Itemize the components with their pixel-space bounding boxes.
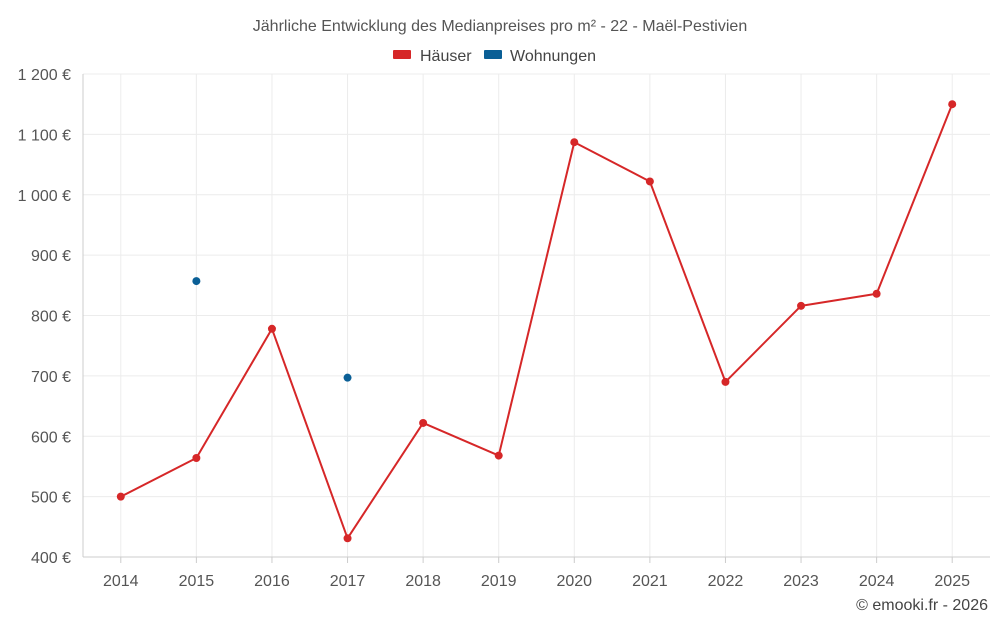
y-tick-label: 900 € (31, 248, 71, 265)
series-line-haeuser (120, 103, 954, 540)
legend-label-wohnungen: Wohnungen (510, 48, 596, 65)
x-tick-label: 2018 (405, 573, 441, 590)
legend-swatch-wohnungen (484, 50, 502, 59)
x-axis: 2014 2015 2016 2017 2018 2019 2020 2021 2022 2023… (83, 556, 990, 590)
chart-title: Jährliche Entwicklung des Medianpreises … (253, 18, 747, 35)
data-point-haeuser[interactable] (948, 100, 957, 109)
data-point-haeuser[interactable] (645, 177, 654, 186)
data-point-haeuser[interactable] (116, 492, 125, 501)
data-point-haeuser[interactable] (872, 289, 881, 298)
x-tick-label: 2020 (556, 573, 592, 590)
x-tick-label: 2019 (481, 573, 517, 590)
series-lines (120, 103, 954, 540)
data-point-haeuser[interactable] (797, 301, 806, 310)
legend-item-haeuser[interactable]: Häuser (393, 48, 472, 65)
data-point-haeuser[interactable] (419, 418, 428, 427)
y-tick-label: 400 € (31, 550, 71, 567)
legend-item-wohnungen[interactable]: Wohnungen (484, 48, 596, 65)
data-point-wohnungen[interactable] (343, 373, 352, 382)
x-tick-label: 2024 (859, 573, 895, 590)
data-point-haeuser[interactable] (721, 377, 730, 386)
gridlines (83, 73, 990, 557)
x-tick-label: 2023 (783, 573, 819, 590)
data-point-haeuser[interactable] (267, 324, 276, 333)
series-points (116, 100, 957, 543)
legend-swatch-haeuser (393, 50, 411, 59)
data-point-wohnungen[interactable] (192, 277, 201, 286)
y-tick-label: 1 000 € (18, 188, 71, 205)
credit-text: © emooki.fr - 2026 (856, 597, 988, 614)
data-point-haeuser[interactable] (192, 453, 201, 462)
y-tick-label: 1 100 € (18, 127, 71, 144)
x-tick-label: 2021 (632, 573, 668, 590)
data-point-haeuser[interactable] (494, 451, 503, 460)
legend: Häuser Wohnungen (393, 48, 596, 65)
data-point-haeuser[interactable] (343, 534, 352, 543)
y-tick-label: 800 € (31, 309, 71, 326)
x-tick-label: 2025 (934, 573, 970, 590)
y-tick-label: 700 € (31, 369, 71, 386)
data-point-haeuser[interactable] (570, 138, 579, 147)
y-tick-label: 1 200 € (18, 67, 71, 84)
x-tick-label: 2022 (708, 573, 744, 590)
x-tick-label: 2017 (330, 573, 366, 590)
y-tick-label: 500 € (31, 490, 71, 507)
legend-label-haeuser: Häuser (420, 48, 472, 65)
y-tick-label: 600 € (31, 429, 71, 446)
x-tick-label: 2014 (103, 573, 139, 590)
x-tick-label: 2015 (179, 573, 215, 590)
x-tick-label: 2016 (254, 573, 290, 590)
y-axis: 400 € 500 € 600 € 700 € 800 € 900 € 1 000 € 1 1… (18, 67, 84, 567)
